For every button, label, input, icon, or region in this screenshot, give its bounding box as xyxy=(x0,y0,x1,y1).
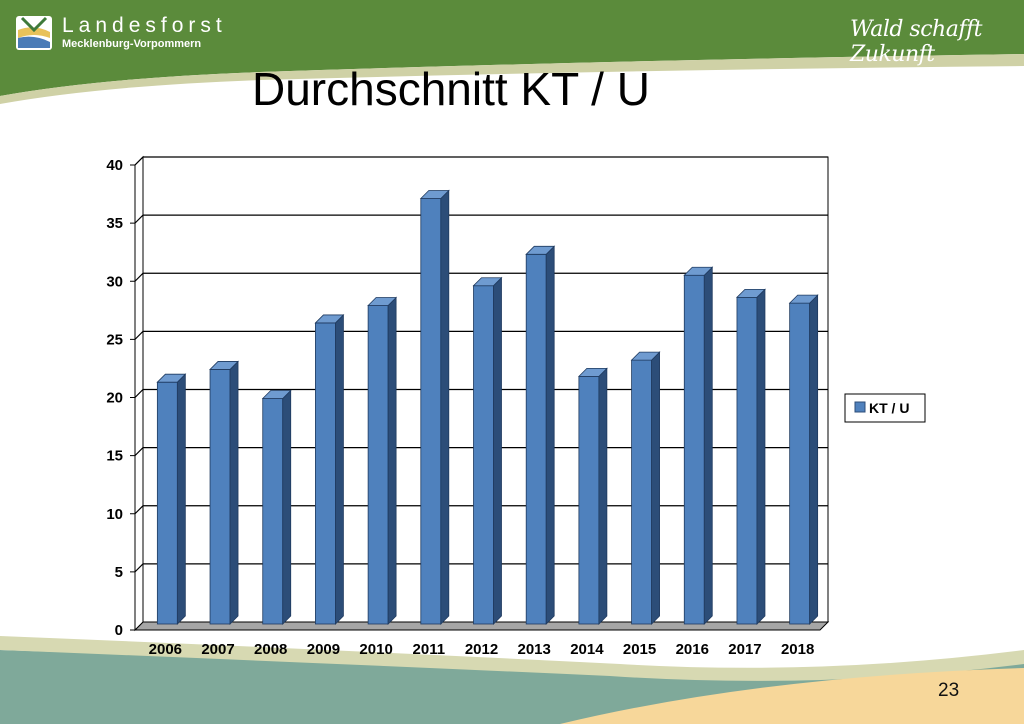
bar-top-2008 xyxy=(261,390,292,399)
x-tick-label: 2015 xyxy=(623,641,656,658)
bar-side-2016 xyxy=(703,266,713,625)
bar-side-2012 xyxy=(493,276,502,625)
bar-2016 xyxy=(683,274,705,625)
bar-side-2006 xyxy=(176,373,186,625)
bar-side-2013 xyxy=(545,245,555,625)
x-tick-label: 2012 xyxy=(465,641,498,658)
y-tick-label: 5 xyxy=(115,564,123,581)
x-tick-label: 2014 xyxy=(570,641,604,658)
bar-top-2013 xyxy=(525,245,556,255)
x-tick-label: 2017 xyxy=(728,641,761,658)
page-number: 23 xyxy=(938,680,960,701)
bar-top-2009 xyxy=(314,314,345,324)
slogan: Wald schafft Zukunft xyxy=(850,17,982,67)
x-tick-label: 2007 xyxy=(201,641,234,658)
bar-2010 xyxy=(367,305,389,625)
y-tick-label: 35 xyxy=(106,215,123,232)
bar-top-2016 xyxy=(683,266,714,276)
gridline xyxy=(134,214,828,224)
bar-top-2010 xyxy=(367,297,398,306)
bar-2017 xyxy=(736,296,758,625)
bars-group xyxy=(156,189,819,625)
bar-top-2017 xyxy=(735,288,766,298)
bar-side-2007 xyxy=(229,360,239,625)
x-tick-label: 2013 xyxy=(518,641,551,658)
bar-side-2014 xyxy=(598,367,608,625)
bar-2006 xyxy=(156,381,178,625)
bar-top-2018 xyxy=(788,294,819,304)
bar-side-2008 xyxy=(282,389,292,625)
x-tick-label: 2016 xyxy=(676,641,709,658)
bar-2008 xyxy=(262,398,284,625)
x-tick-label: 2018 xyxy=(781,641,814,658)
y-tick-label: 10 xyxy=(106,506,123,523)
footer-sand-band xyxy=(560,668,1024,724)
bar-top-2014 xyxy=(577,367,608,377)
gridline xyxy=(134,156,828,166)
bar-2009 xyxy=(315,322,336,625)
bar-2011 xyxy=(420,198,442,625)
logo-icon xyxy=(16,16,52,50)
legend-label: KT / U xyxy=(869,400,909,416)
bar-top-2007 xyxy=(209,361,240,370)
bar-side-2010 xyxy=(387,296,397,625)
bar-2015 xyxy=(631,359,652,625)
bar-top-2012 xyxy=(472,277,503,287)
y-tick-label: 20 xyxy=(106,390,123,407)
bar-top-2011 xyxy=(419,190,450,199)
legend: KT / U xyxy=(844,393,926,423)
footer-stripe xyxy=(0,636,1024,681)
x-tick-label: 2011 xyxy=(413,641,446,658)
x-tick-label: 2006 xyxy=(149,641,182,658)
y-tick-label: 15 xyxy=(106,448,123,465)
bar-top-2015 xyxy=(630,351,661,361)
logo-title: Landesforst xyxy=(62,14,227,37)
x-tick-label: 2009 xyxy=(307,641,340,658)
gridline xyxy=(134,272,828,282)
legend-swatch xyxy=(854,401,866,413)
bar-side-2018 xyxy=(809,294,819,625)
bar-2013 xyxy=(525,253,547,625)
bar-2007 xyxy=(209,369,231,625)
bar-top-2006 xyxy=(156,373,187,383)
y-tick-label: 25 xyxy=(106,331,123,348)
bar-2012 xyxy=(473,285,494,625)
bar-side-2011 xyxy=(440,189,450,625)
logo-subtitle: Mecklenburg-Vorpommern xyxy=(62,38,202,50)
x-tick-label: 2008 xyxy=(254,641,287,658)
y-tick-label: 30 xyxy=(106,273,123,290)
slide-title: Durchschnitt KT / U xyxy=(252,63,650,115)
x-tick-label: 2010 xyxy=(359,641,392,658)
y-tick-label: 0 xyxy=(115,622,123,639)
header-stripe xyxy=(0,54,1024,104)
bar-side-2009 xyxy=(335,313,344,625)
bar-side-2017 xyxy=(756,288,766,625)
gridline xyxy=(134,330,828,340)
y-tick-label: 40 xyxy=(106,157,123,174)
legend-box xyxy=(844,393,926,423)
bar-2018 xyxy=(789,302,811,625)
header-green-band xyxy=(0,0,1024,96)
bar-side-2015 xyxy=(651,351,660,625)
bar-2014 xyxy=(578,375,600,625)
